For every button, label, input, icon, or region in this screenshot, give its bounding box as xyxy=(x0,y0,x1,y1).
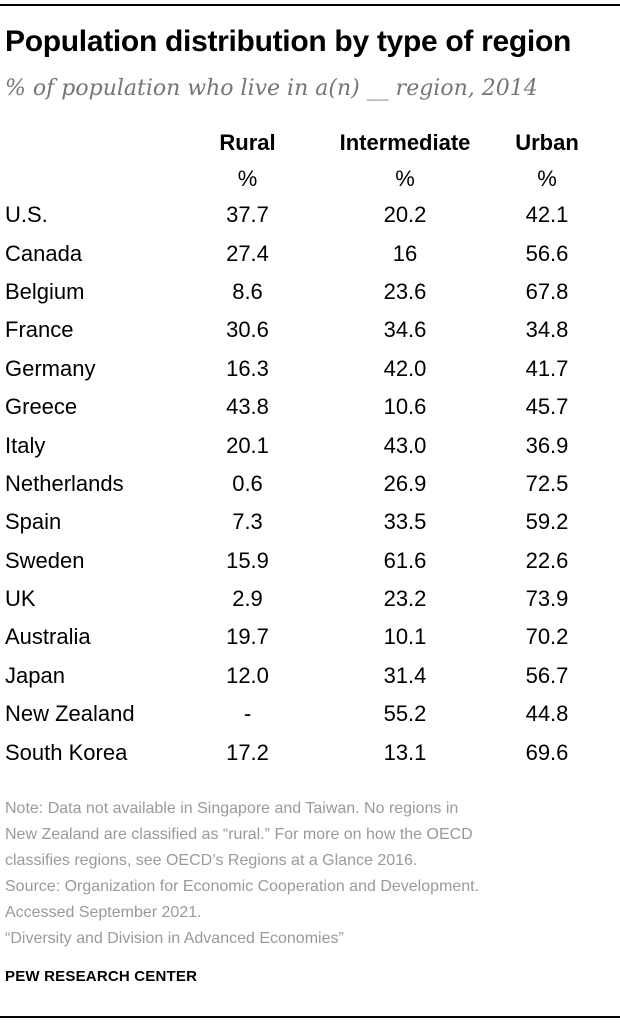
table-row: Spain 7.3 33.5 59.2 xyxy=(5,503,609,541)
table-row: Greece 43.8 10.6 45.7 xyxy=(5,388,609,426)
country-label: Greece xyxy=(5,394,78,420)
rural-value: 19.7 xyxy=(226,624,269,650)
rural-value: 15.9 xyxy=(226,547,269,573)
brand-footer: PEW RESEARCH CENTER xyxy=(5,968,198,985)
unit-cell-urban: % xyxy=(537,165,557,191)
intermediate-value: 34.6 xyxy=(383,317,427,343)
urban-value: 56.6 xyxy=(525,240,569,266)
intermediate-value: 31.4 xyxy=(383,662,427,688)
rural-value: 16.3 xyxy=(226,355,269,381)
rural-value: 12.0 xyxy=(226,662,269,688)
table-row: Italy 20.1 43.0 36.9 xyxy=(5,426,609,464)
country-label: UK xyxy=(5,586,36,612)
rural-value: 0.6 xyxy=(232,470,263,496)
unit-cell-intermediate: % xyxy=(395,165,415,191)
intermediate-value: 26.9 xyxy=(383,470,427,496)
country-label: Netherlands xyxy=(5,470,124,496)
rural-value: 2.9 xyxy=(232,586,263,612)
rural-value: - xyxy=(243,701,252,727)
intermediate-value: 43.0 xyxy=(383,432,427,458)
bottom-rule xyxy=(0,1016,620,1018)
urban-value: 34.8 xyxy=(525,317,569,343)
population-table: Rural Intermediate Urban % % % U.S. 37.7… xyxy=(5,125,609,772)
table-row: France 30.6 34.6 34.8 xyxy=(5,311,609,349)
urban-value: 56.7 xyxy=(525,662,569,688)
intermediate-value: 23.2 xyxy=(383,586,427,612)
table-row: Belgium 8.6 23.6 67.8 xyxy=(5,273,609,311)
table-row: Sweden 15.9 61.6 22.6 xyxy=(5,542,609,580)
table-row: Japan 12.0 31.4 56.7 xyxy=(5,657,609,695)
country-label: Germany xyxy=(5,355,96,381)
table-row: Australia 19.7 10.1 70.2 xyxy=(5,618,609,656)
country-label: Japan xyxy=(5,662,65,688)
citation-text: “Diversity and Division in Advanced Econ… xyxy=(5,930,344,947)
urban-value: 69.6 xyxy=(525,739,569,765)
intermediate-value: 20.2 xyxy=(383,202,427,228)
urban-value: 59.2 xyxy=(525,509,569,535)
rural-value: 7.3 xyxy=(232,509,263,535)
table-row: Netherlands 0.6 26.9 72.5 xyxy=(5,465,609,503)
urban-value: 73.9 xyxy=(525,586,569,612)
note-text-line: New Zealand are classified as “rural.” F… xyxy=(5,826,473,843)
rural-value: 43.8 xyxy=(226,394,269,420)
urban-value: 45.7 xyxy=(525,394,569,420)
country-label: Italy xyxy=(5,432,46,458)
page-title: Population distribution by type of regio… xyxy=(5,25,572,58)
intermediate-value: 16 xyxy=(392,240,418,266)
rural-value: 37.7 xyxy=(226,202,269,228)
intermediate-value: 61.6 xyxy=(383,547,427,573)
country-label: Belgium xyxy=(5,278,85,304)
table-row: South Korea 17.2 13.1 69.6 xyxy=(5,733,609,771)
intermediate-value: 13.1 xyxy=(383,739,427,765)
country-label: South Korea xyxy=(5,739,128,765)
rural-value: 17.2 xyxy=(226,739,269,765)
urban-value: 42.1 xyxy=(525,202,569,228)
urban-value: 36.9 xyxy=(525,432,569,458)
source-text-line: Source: Organization for Economic Cooper… xyxy=(5,878,480,895)
rural-value: 20.1 xyxy=(226,432,269,458)
table-row: U.S. 37.7 20.2 42.1 xyxy=(5,196,609,234)
urban-value: 72.5 xyxy=(525,470,569,496)
intermediate-value: 10.6 xyxy=(383,394,427,420)
table-row: New Zealand - 55.2 44.8 xyxy=(5,695,609,733)
country-label: New Zealand xyxy=(5,701,135,727)
table-row: Canada 27.4 16 56.6 xyxy=(5,234,609,272)
intermediate-value: 10.1 xyxy=(383,624,427,650)
intermediate-value: 55.2 xyxy=(383,701,427,727)
note-text-line: classifies regions, see OECD’s Regions a… xyxy=(5,852,418,869)
unit-cell-empty xyxy=(5,161,170,196)
urban-value: 22.6 xyxy=(525,547,569,573)
rural-value: 27.4 xyxy=(226,240,269,266)
note-text-line: Note: Data not available in Singapore an… xyxy=(5,800,459,817)
source-text-line: Accessed September 2021. xyxy=(5,904,202,921)
country-label: Spain xyxy=(5,509,62,535)
intermediate-value: 23.6 xyxy=(383,278,427,304)
urban-value: 41.7 xyxy=(525,355,569,381)
table-row: Germany 16.3 42.0 41.7 xyxy=(5,350,609,388)
country-label: Australia xyxy=(5,624,91,650)
unit-cell-rural: % xyxy=(237,165,258,191)
intermediate-value: 33.5 xyxy=(383,509,427,535)
page-subtitle: % of population who live in a(n) __ regi… xyxy=(5,76,538,101)
country-label: France xyxy=(5,317,74,343)
rural-value: 8.6 xyxy=(232,278,263,304)
column-header-rural: Rural xyxy=(219,130,276,155)
country-label: Sweden xyxy=(5,547,85,573)
urban-value: 70.2 xyxy=(525,624,569,650)
rural-value: 30.6 xyxy=(226,317,269,343)
country-column-header xyxy=(5,125,170,161)
country-label: U.S. xyxy=(5,202,48,228)
column-header-urban: Urban xyxy=(515,130,579,155)
top-rule xyxy=(0,4,620,6)
urban-value: 67.8 xyxy=(525,278,569,304)
notes-block: Note: Data not available in Singapore an… xyxy=(5,796,479,952)
country-label: Canada xyxy=(5,240,83,266)
urban-value: 44.8 xyxy=(525,701,569,727)
intermediate-value: 42.0 xyxy=(383,355,427,381)
column-header-intermediate: Intermediate xyxy=(339,130,471,155)
table-row: UK 2.9 23.2 73.9 xyxy=(5,580,609,618)
table-units-row: % % % xyxy=(5,161,609,196)
table-header-row: Rural Intermediate Urban xyxy=(5,125,609,161)
